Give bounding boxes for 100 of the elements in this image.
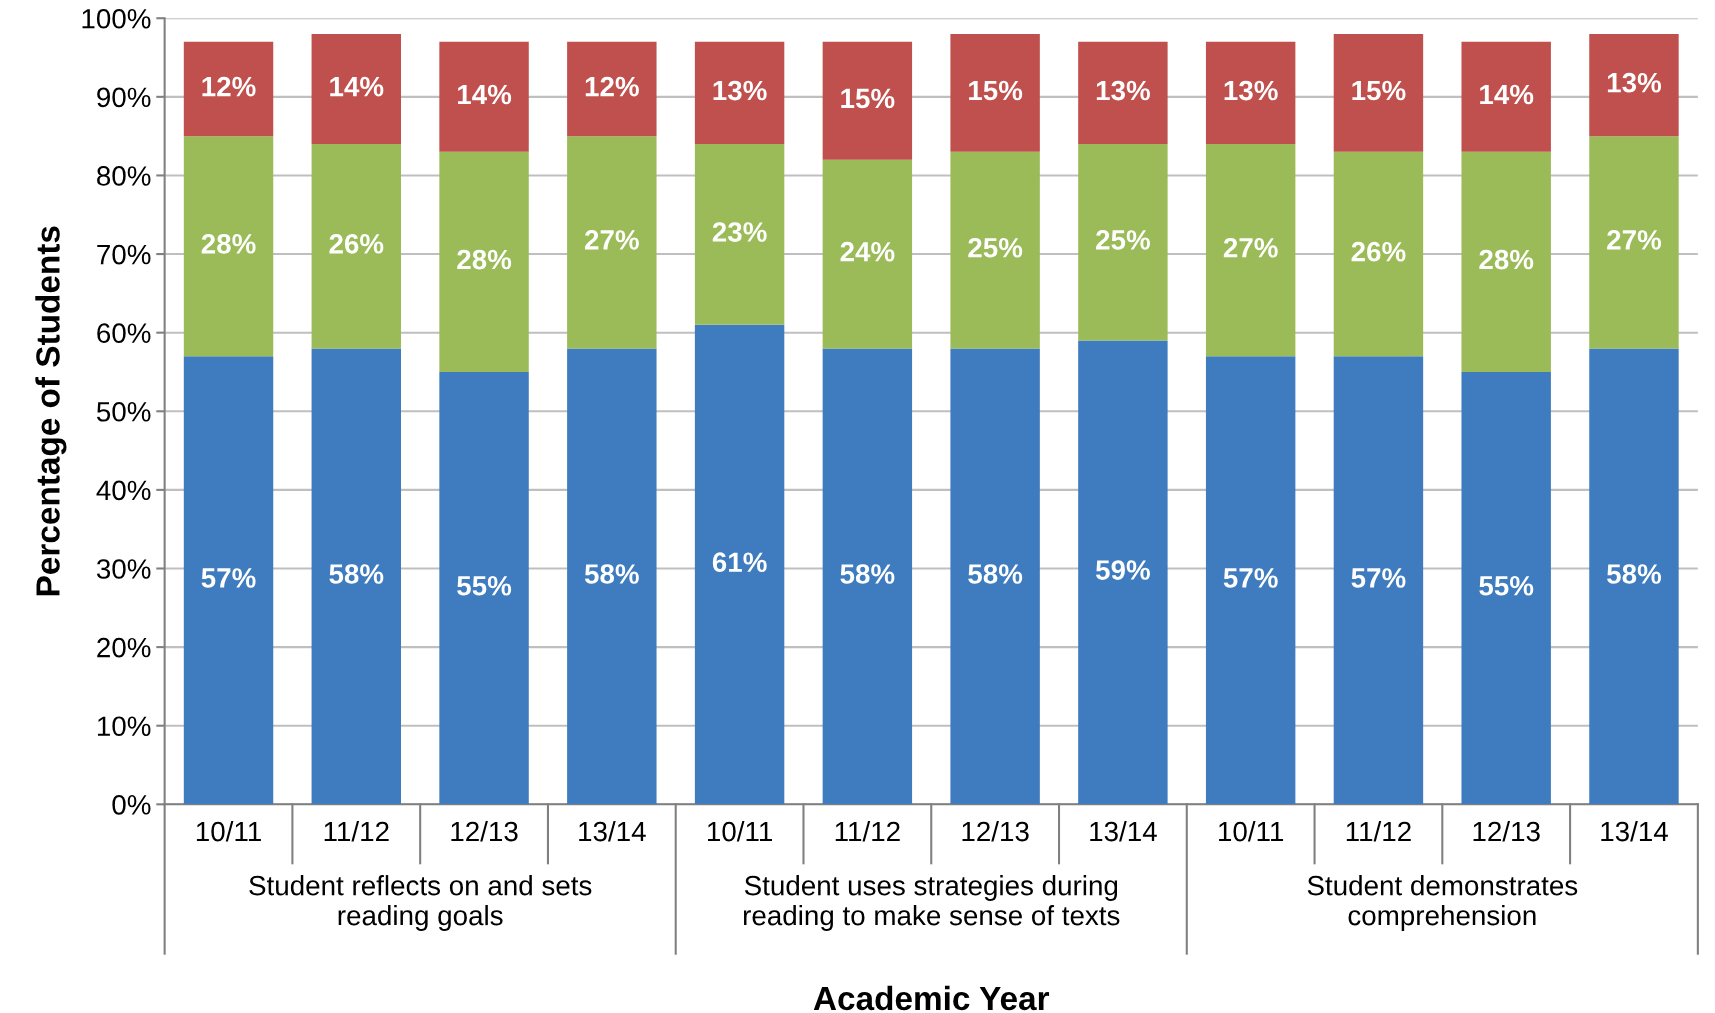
bar — [1461, 151, 1551, 372]
data-label: 27% — [584, 230, 639, 250]
data-label: 57% — [1223, 568, 1278, 588]
data-label: 28% — [1479, 249, 1534, 270]
y-tick-label: 90% — [97, 87, 151, 108]
bar — [183, 41, 274, 137]
data-label: 58% — [1607, 564, 1662, 584]
y-tick-label: 100% — [82, 8, 151, 29]
y-tick-label: 40% — [96, 480, 151, 501]
data-label: 14% — [458, 84, 512, 105]
x-tick-label: 13/14 — [1090, 820, 1157, 842]
data-label: 15% — [841, 88, 895, 109]
bar — [311, 33, 402, 145]
x-tick-label: 13/14 — [1601, 820, 1668, 842]
text: Student demonstrates comprehension — [1307, 875, 1578, 931]
data-label: 13% — [1096, 80, 1150, 101]
bar — [950, 151, 1040, 349]
data-label: 12% — [585, 76, 639, 97]
data-label: 61% — [712, 552, 767, 573]
bar — [1205, 356, 1296, 805]
data-label: 27% — [1607, 230, 1662, 250]
bar — [1078, 41, 1168, 145]
x-tick-label: 10/11 — [196, 820, 261, 842]
bar — [311, 144, 402, 349]
bar — [1333, 356, 1424, 805]
data-label: 25% — [1096, 230, 1150, 250]
y-tick-label: 0% — [112, 794, 151, 815]
bar — [1589, 33, 1679, 137]
data-label: 26% — [329, 233, 384, 254]
bar — [1589, 136, 1679, 349]
data-label: 28% — [201, 233, 256, 254]
bar — [439, 41, 529, 152]
bar — [822, 41, 913, 160]
bar — [1461, 41, 1551, 152]
data-label: 12% — [202, 76, 256, 97]
text: Student reflects on and sets reading goals — [249, 875, 592, 931]
bar — [1078, 144, 1168, 341]
x-tick-label: 12/13 — [451, 820, 518, 842]
x-tick-label: 10/11 — [707, 820, 772, 842]
bar — [567, 41, 657, 137]
x-tick-label: 12/13 — [1473, 820, 1540, 842]
data-label: 27% — [1223, 237, 1278, 258]
y-tick-label: 70% — [97, 244, 151, 265]
bar — [694, 324, 785, 805]
data-label: 58% — [329, 564, 384, 584]
data-label: 15% — [969, 80, 1023, 101]
bar — [1205, 41, 1296, 145]
x-tick-label: 10/11 — [1219, 820, 1284, 842]
data-label: 13% — [1607, 72, 1662, 93]
y-tick-label: 60% — [97, 323, 151, 344]
bar — [694, 144, 785, 325]
data-label: 24% — [840, 241, 895, 262]
x-tick-label: 11/12 — [1346, 820, 1411, 842]
bar — [1205, 144, 1296, 357]
y-axis-title: Percentage of Students — [35, 226, 67, 596]
bar — [694, 41, 785, 145]
bar — [439, 151, 529, 372]
x-tick-label: 13/14 — [579, 820, 646, 842]
y-tick-label: 30% — [96, 559, 151, 579]
bar — [1589, 348, 1679, 805]
data-label: 55% — [457, 576, 512, 596]
data-label: 15% — [1352, 80, 1406, 101]
data-label: 57% — [1351, 568, 1406, 588]
bar — [439, 371, 529, 805]
data-label: 58% — [840, 564, 895, 584]
y-tick-label: 80% — [97, 166, 151, 186]
data-label: 57% — [201, 568, 256, 588]
x-tick-label: 11/12 — [324, 820, 389, 842]
bar — [822, 348, 913, 805]
y-tick-label: 20% — [97, 637, 151, 658]
data-label: 58% — [584, 564, 639, 584]
bar — [822, 159, 913, 349]
data-label: 23% — [712, 222, 767, 242]
x-tick-label: 11/12 — [835, 820, 900, 842]
bar — [1461, 371, 1551, 805]
bar — [311, 348, 402, 805]
data-label: 28% — [457, 249, 512, 270]
y-tick-label: 50% — [96, 401, 151, 422]
bar — [567, 136, 657, 349]
bar — [1333, 151, 1424, 357]
bar — [950, 348, 1040, 805]
x-tick-label: 12/13 — [962, 820, 1029, 842]
text: Student uses strategies during reading to make sense of texts — [743, 875, 1120, 931]
bar — [183, 356, 274, 805]
bar — [1333, 33, 1424, 152]
data-label: 25% — [968, 237, 1023, 258]
bar — [1078, 340, 1168, 805]
data-label: 13% — [1224, 80, 1278, 101]
data-label: 14% — [1480, 84, 1534, 105]
x-axis-title: Academic Year — [813, 985, 1050, 1011]
data-label: 58% — [968, 564, 1023, 584]
data-label: 55% — [1479, 576, 1534, 596]
bar — [950, 33, 1040, 152]
bar — [183, 136, 274, 357]
data-label: 26% — [1351, 241, 1406, 262]
data-label: 59% — [1095, 560, 1150, 580]
bar — [567, 348, 657, 805]
data-label: 14% — [330, 76, 384, 97]
y-tick-label: 10% — [97, 716, 151, 737]
data-label: 13% — [713, 80, 767, 101]
